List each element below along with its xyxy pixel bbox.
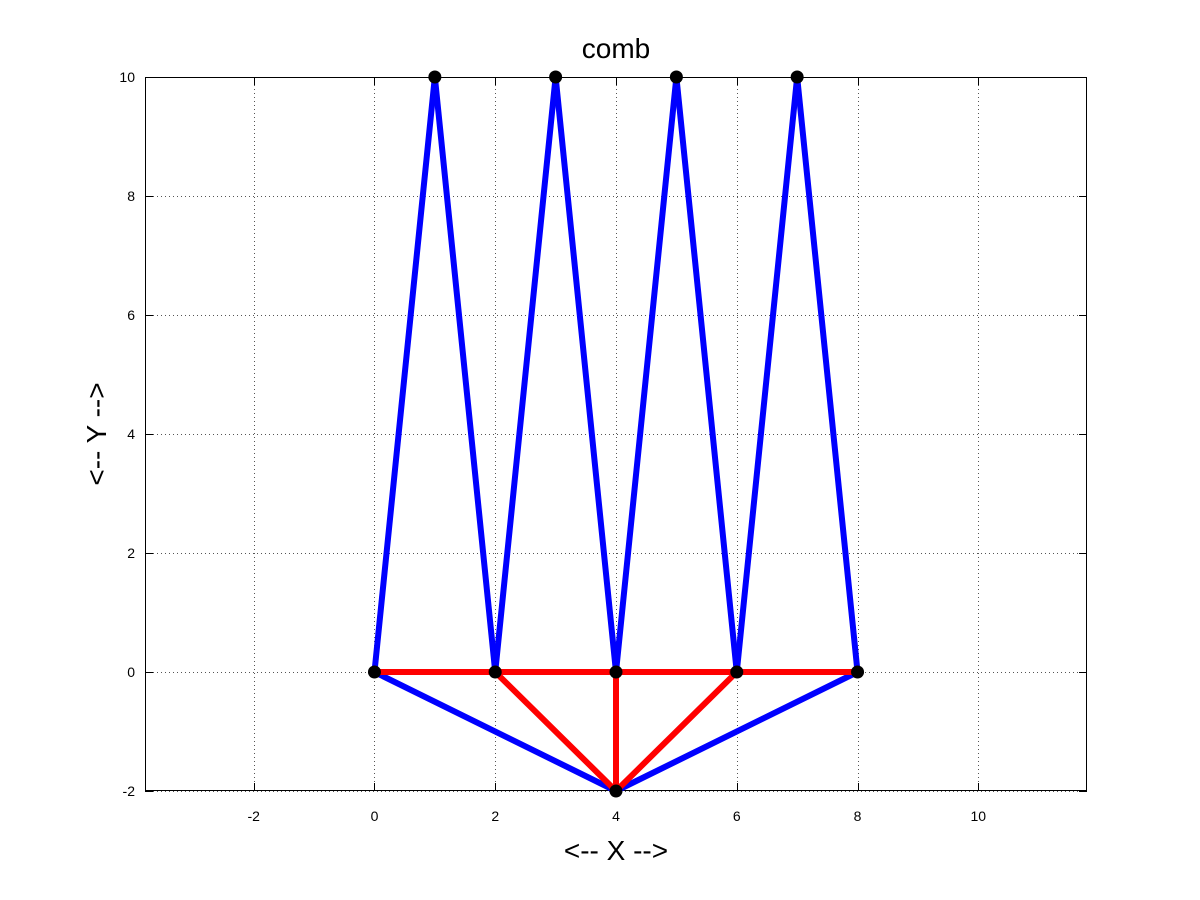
graph-node <box>549 70 563 84</box>
graph-node <box>730 665 744 679</box>
y-tick-label: 4 <box>127 426 135 442</box>
graph-node <box>851 665 865 679</box>
x-tick-label: -2 <box>247 808 260 824</box>
graph-node <box>609 665 623 679</box>
x-tick-label: 6 <box>733 808 741 824</box>
y-tick-label: 6 <box>127 307 135 323</box>
graph-node <box>609 784 623 798</box>
x-tick-label: 4 <box>612 808 620 824</box>
blue-edge <box>431 74 499 675</box>
red-edge <box>613 669 740 794</box>
blue-edge <box>613 669 861 794</box>
y-tick-label: 2 <box>127 545 135 561</box>
x-tick-label: 10 <box>971 808 987 824</box>
x-tick-label: 2 <box>491 808 499 824</box>
blue-edge <box>613 74 680 675</box>
node-layer <box>367 70 865 798</box>
y-tick-label: 0 <box>127 664 135 680</box>
y-axis-label: <-- Y --> <box>81 382 112 485</box>
x-tick-label: 0 <box>371 808 379 824</box>
blue-edge <box>371 74 438 675</box>
y-tick-label: -2 <box>123 783 136 799</box>
blue-edge <box>673 74 740 675</box>
blue-edge <box>733 74 801 675</box>
chart-title: comb <box>582 33 650 64</box>
graph-node <box>790 70 804 84</box>
blue-edge <box>552 74 619 675</box>
blue-edge <box>371 669 619 794</box>
x-tick-label: 8 <box>854 808 862 824</box>
graph-node <box>669 70 683 84</box>
red-edge <box>492 669 619 794</box>
blue-edge <box>492 74 559 675</box>
edge-layer <box>371 74 861 794</box>
blue-edge <box>794 74 861 675</box>
y-tick-label: 8 <box>127 188 135 204</box>
y-tick-label: 10 <box>119 69 135 85</box>
graph-node <box>367 665 381 679</box>
x-axis-label: <-- X --> <box>564 835 668 866</box>
graph-node <box>488 665 502 679</box>
graph-node <box>428 70 442 84</box>
